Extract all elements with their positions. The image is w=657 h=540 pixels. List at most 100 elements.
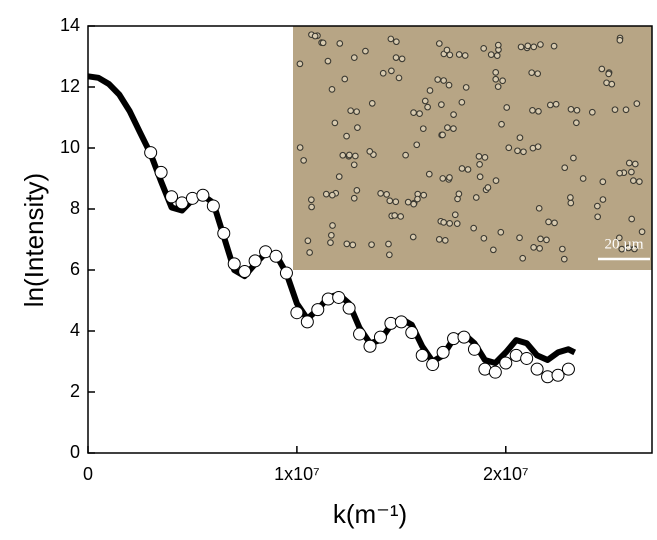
inset-particle bbox=[413, 141, 421, 149]
inset-particle bbox=[503, 104, 511, 111]
inset-particle bbox=[519, 254, 527, 262]
data-point bbox=[165, 190, 179, 204]
inset-particle bbox=[493, 52, 501, 59]
inset-particle bbox=[331, 119, 339, 127]
data-point bbox=[457, 330, 471, 344]
inset-particle bbox=[535, 204, 543, 212]
inset-particle bbox=[455, 51, 463, 58]
plot-frame bbox=[87, 25, 653, 454]
inset-particle bbox=[487, 51, 495, 58]
inset-particle bbox=[435, 40, 443, 47]
inset-particle bbox=[353, 108, 361, 116]
inset-particle bbox=[402, 151, 409, 159]
inset-particle bbox=[561, 164, 569, 172]
inset-particle bbox=[615, 234, 623, 242]
data-point bbox=[394, 315, 408, 329]
inset-particle bbox=[368, 99, 376, 107]
inset-particle bbox=[322, 190, 330, 198]
inset-particle bbox=[439, 175, 447, 182]
data-point bbox=[363, 339, 377, 353]
inset-particle bbox=[386, 197, 394, 205]
inset-particle bbox=[492, 69, 500, 76]
inset-particle bbox=[551, 219, 558, 227]
inset-particle bbox=[398, 55, 406, 63]
inset-particle bbox=[552, 100, 560, 108]
inset-particle bbox=[397, 213, 405, 220]
inset-particle bbox=[296, 60, 304, 68]
inset-particle bbox=[622, 106, 630, 114]
inset-particle bbox=[546, 101, 554, 109]
inset-particle bbox=[395, 74, 403, 82]
data-point bbox=[353, 327, 367, 341]
inset-particle bbox=[530, 43, 538, 51]
inset-particle bbox=[633, 100, 641, 107]
data-point bbox=[561, 362, 575, 376]
inset-particle bbox=[599, 196, 607, 203]
inset-particle bbox=[440, 219, 448, 226]
inset-particle bbox=[524, 42, 532, 50]
inset-particle bbox=[599, 178, 607, 186]
inset-particle bbox=[351, 152, 359, 160]
data-point bbox=[467, 342, 481, 356]
inset-particle bbox=[618, 245, 626, 253]
inset-particle bbox=[520, 148, 527, 156]
inset-particle bbox=[343, 132, 350, 140]
inset-particle bbox=[579, 175, 587, 182]
inset-particle bbox=[588, 108, 596, 116]
inset-particle bbox=[335, 173, 343, 180]
data-point bbox=[269, 249, 283, 263]
inset-particle bbox=[461, 52, 469, 59]
data-point bbox=[248, 254, 262, 268]
inset-particle bbox=[339, 151, 347, 159]
inset-particle bbox=[630, 177, 637, 184]
inset-particle bbox=[480, 234, 488, 242]
inset-particle bbox=[567, 199, 575, 207]
inset-particle bbox=[311, 32, 319, 40]
inset-particle bbox=[593, 202, 601, 210]
inset-particle bbox=[534, 143, 542, 151]
inset-particle bbox=[594, 213, 602, 221]
inset-particle bbox=[480, 45, 488, 52]
inset-particle bbox=[319, 39, 327, 47]
inset-particle bbox=[605, 70, 613, 78]
inset-particle bbox=[494, 41, 502, 49]
inset-particle bbox=[628, 215, 636, 223]
inset-particle bbox=[420, 191, 428, 199]
inset-particle bbox=[300, 157, 307, 164]
inset-particle bbox=[560, 255, 568, 263]
inset-particle bbox=[307, 196, 315, 204]
data-point bbox=[238, 265, 252, 279]
inset-particle bbox=[450, 125, 457, 132]
inset-particle bbox=[453, 220, 461, 227]
inset-particle bbox=[492, 177, 500, 184]
inset-particle bbox=[329, 222, 336, 229]
inset-particle bbox=[343, 240, 351, 248]
data-point bbox=[196, 188, 210, 202]
inset-particle bbox=[440, 77, 448, 84]
inset-particle bbox=[410, 109, 417, 116]
data-point bbox=[551, 368, 565, 382]
inset-particle bbox=[559, 245, 566, 253]
data-point bbox=[415, 348, 429, 362]
inset-particle bbox=[308, 203, 315, 211]
data-point bbox=[217, 226, 231, 240]
inset-particle bbox=[516, 134, 524, 142]
inset-particle bbox=[570, 154, 577, 162]
data-point bbox=[290, 306, 304, 320]
inset-particle bbox=[438, 101, 445, 108]
inset-particle bbox=[458, 165, 466, 172]
inset-particle bbox=[354, 124, 361, 131]
inset-particle bbox=[414, 195, 421, 203]
inset-particle bbox=[391, 212, 399, 219]
inset-particle bbox=[377, 190, 384, 197]
inset-particle bbox=[362, 47, 369, 55]
inset-particle bbox=[498, 120, 505, 128]
inset-particle bbox=[572, 119, 580, 127]
inset-particle bbox=[366, 148, 374, 155]
inset-particle bbox=[446, 220, 454, 227]
inset-particle bbox=[464, 166, 472, 173]
inset-particle bbox=[404, 198, 412, 206]
inset-particle bbox=[379, 69, 387, 77]
y-axis-title: ln(Intensity) bbox=[19, 173, 49, 307]
